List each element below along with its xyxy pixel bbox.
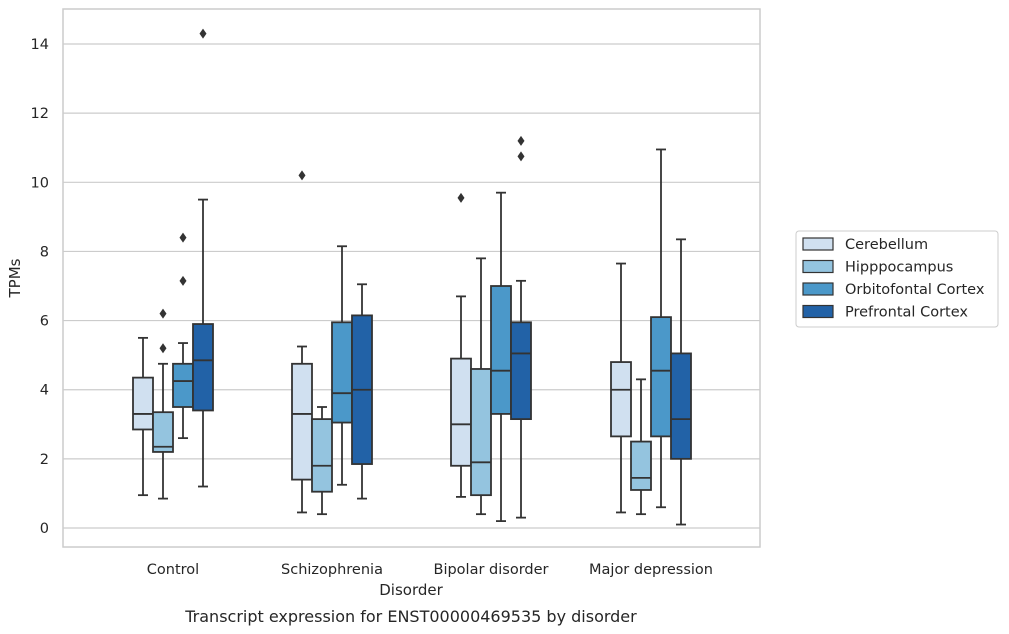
box-orbitofontal-cortex-3 xyxy=(650,148,672,509)
box-iqr xyxy=(331,321,353,424)
chart-caption: Transcript expression for ENST0000046953… xyxy=(184,607,637,626)
box-hipppocampus-1 xyxy=(311,406,333,516)
box-prefrontal-cortex-3 xyxy=(670,238,692,526)
box-cerebellum-3 xyxy=(610,262,632,514)
outlier-point xyxy=(517,135,525,146)
box-prefrontal-cortex-0 xyxy=(192,28,214,488)
box-iqr xyxy=(650,316,672,438)
box-iqr xyxy=(470,368,492,497)
box-orbitofontal-cortex-1 xyxy=(331,245,353,486)
box-hipppocampus-3 xyxy=(630,378,652,516)
box-prefrontal-cortex-2 xyxy=(510,135,532,519)
outlier-point xyxy=(457,192,465,203)
x-tick-label: Schizophrenia xyxy=(281,562,383,578)
legend-swatch xyxy=(802,282,834,296)
y-tick-label: 14 xyxy=(31,37,49,53)
box-iqr xyxy=(450,357,472,467)
box-hipppocampus-0 xyxy=(152,308,174,500)
box-cerebellum-1 xyxy=(291,170,313,514)
outlier-point xyxy=(179,275,187,286)
y-tick-label: 12 xyxy=(31,106,49,122)
box-iqr xyxy=(291,362,313,481)
box-iqr xyxy=(630,440,652,491)
gridlines xyxy=(63,43,760,529)
box-cerebellum-0 xyxy=(132,336,154,497)
legend-label: Prefrontal Cortex xyxy=(845,305,968,321)
outlier-point xyxy=(159,343,167,354)
x-tick-label: Bipolar disorder xyxy=(434,562,549,578)
outlier-point xyxy=(199,28,207,39)
x-axis-ticks: Control Schizophrenia Bipolar disorder Majo… xyxy=(147,562,713,578)
box-plot-series xyxy=(132,28,692,526)
y-axis-ticks: 0 2 4 6 8 10 12 14 xyxy=(31,37,49,537)
outlier-point xyxy=(159,308,167,319)
legend-label: Hipppocampus xyxy=(845,260,953,276)
box-orbitofontal-cortex-0 xyxy=(172,232,194,440)
box-iqr xyxy=(172,362,194,408)
box-hipppocampus-2 xyxy=(470,257,492,516)
box-iqr xyxy=(192,323,214,412)
legend-label: Cerebellum xyxy=(845,237,928,253)
y-tick-label: 4 xyxy=(40,383,49,399)
plot-frame xyxy=(62,8,761,548)
box-iqr xyxy=(670,352,692,460)
box-iqr xyxy=(510,321,532,421)
outlier-point xyxy=(298,170,306,181)
x-tick-label: Control xyxy=(147,562,199,578)
box-iqr xyxy=(610,361,632,438)
y-tick-label: 6 xyxy=(40,314,49,330)
box-prefrontal-cortex-1 xyxy=(351,283,373,500)
legend-frame xyxy=(795,230,999,328)
box-orbitofontal-cortex-2 xyxy=(490,191,512,522)
legend: Cerebellum Hipppocampus Orbitofontal Corte… xyxy=(795,230,999,328)
box-iqr xyxy=(311,418,333,493)
box-iqr xyxy=(152,411,174,453)
legend-swatch xyxy=(802,304,834,319)
outlier-point xyxy=(179,232,187,243)
y-tick-label: 8 xyxy=(40,244,49,260)
legend-swatch xyxy=(802,237,834,251)
x-tick-label: Major depression xyxy=(589,562,713,578)
legend-swatch xyxy=(802,259,834,274)
box-cerebellum-2 xyxy=(450,192,472,498)
box-iqr xyxy=(490,285,512,415)
y-tick-label: 0 xyxy=(40,521,49,537)
box-iqr xyxy=(132,376,154,431)
y-tick-label: 10 xyxy=(31,175,49,191)
y-tick-label: 2 xyxy=(40,452,49,468)
legend-label: Orbitofontal Cortex xyxy=(845,282,985,298)
x-axis-title: Disorder xyxy=(379,581,443,599)
y-axis-title: TPMs xyxy=(6,258,24,298)
outlier-point xyxy=(517,151,525,162)
